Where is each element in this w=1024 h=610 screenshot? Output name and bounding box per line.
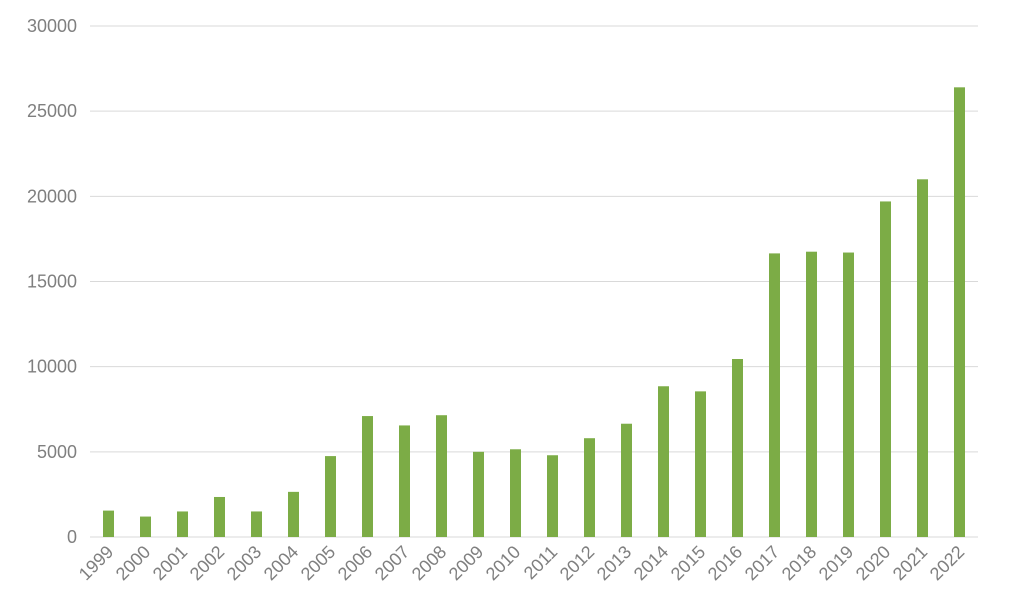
y-tick-label: 10000 [27, 357, 77, 377]
x-tick-label: 2007 [371, 542, 413, 584]
y-tick-label: 20000 [27, 186, 77, 206]
x-tick-label: 2019 [815, 542, 857, 584]
x-tick-label: 2006 [334, 542, 376, 584]
x-tick-label: 2008 [408, 542, 450, 584]
bar-2018 [806, 251, 817, 538]
x-tick-label: 1999 [75, 542, 117, 584]
x-tick-label: 2022 [926, 542, 968, 584]
bar-2010 [510, 449, 521, 537]
bar-2003 [251, 511, 262, 537]
bar-2015 [695, 391, 706, 537]
y-tick-label: 5000 [37, 442, 77, 462]
bar-2020 [880, 201, 891, 537]
x-tick-label: 2021 [889, 542, 931, 584]
x-tick-label: 2017 [741, 542, 783, 584]
x-tick-label: 2013 [593, 542, 635, 584]
bar-2011 [547, 455, 558, 537]
bar-2017 [769, 253, 780, 537]
x-tick-label: 2002 [186, 542, 228, 584]
bar-2002 [214, 496, 225, 537]
x-tick-label: 2020 [852, 542, 894, 584]
x-tick-label: 2015 [667, 542, 709, 584]
x-tick-label: 2004 [260, 542, 302, 584]
bar-2001 [177, 511, 188, 537]
bar-2009 [473, 451, 484, 537]
bar-2016 [732, 359, 743, 537]
bar-2021 [917, 179, 928, 538]
bar-2000 [140, 516, 151, 537]
bar-2022 [954, 87, 965, 537]
bar-2012 [584, 438, 595, 537]
bar-2006 [362, 416, 373, 537]
bars [103, 87, 965, 538]
bar-2013 [621, 423, 632, 537]
x-tick-label: 2001 [149, 542, 191, 584]
x-tick-label: 2018 [778, 542, 820, 584]
x-tick-label: 2005 [297, 542, 339, 584]
x-tick-label: 2012 [556, 542, 598, 584]
bar-2014 [658, 386, 669, 537]
x-axis-tick-labels: 1999200020012002200320042005200620072008… [75, 542, 968, 584]
gridlines [90, 25, 978, 538]
x-tick-label: 2014 [630, 542, 672, 584]
bar-2004 [288, 491, 299, 537]
y-tick-label: 25000 [27, 101, 77, 121]
x-tick-label: 2009 [445, 542, 487, 584]
x-tick-label: 2016 [704, 542, 746, 584]
bar-2008 [436, 415, 447, 537]
y-tick-label: 0 [67, 527, 77, 547]
y-tick-label: 30000 [27, 16, 77, 36]
y-tick-label: 15000 [27, 272, 77, 292]
y-axis-tick-labels: 0 5000 10000 15000 20000 25000 30000 [27, 16, 77, 547]
bar-2007 [399, 425, 410, 537]
x-tick-label: 2003 [223, 542, 265, 584]
bar-1999 [103, 510, 114, 537]
x-tick-label: 2000 [112, 542, 154, 584]
x-tick-label: 2011 [520, 542, 562, 584]
x-tick-label: 2010 [482, 542, 524, 584]
bar-2019 [843, 252, 854, 537]
bar-2005 [325, 456, 336, 537]
